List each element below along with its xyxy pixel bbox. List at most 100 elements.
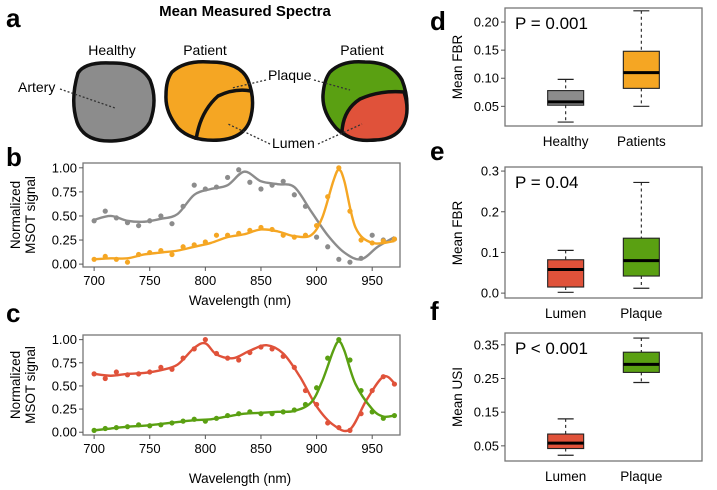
data-point-lumen xyxy=(380,374,386,380)
y-tick-label: 1.00 xyxy=(52,160,77,175)
data-point-plaque xyxy=(347,357,353,363)
p-value-label: P = 0.001 xyxy=(515,14,588,33)
data-point-lumen xyxy=(91,371,97,377)
plot-frame xyxy=(504,7,703,127)
data-point-lumen xyxy=(113,369,119,375)
spectra-chart-lumen-vs-plaque: 700 750 800 850 900 950 0.00 0.25 0.50 0.75 1.00 Wa… xyxy=(8,332,401,486)
data-point-healthy xyxy=(369,232,375,238)
data-point-patient xyxy=(291,234,297,240)
healthy-artery-shape xyxy=(72,61,156,143)
data-point-healthy xyxy=(202,186,208,192)
data-point-healthy xyxy=(347,259,353,265)
data-point-lumen xyxy=(369,387,375,394)
data-point-plaque xyxy=(224,412,231,419)
data-point-healthy xyxy=(136,222,142,229)
data-point-patient xyxy=(191,242,197,248)
x-tick-label: 700 xyxy=(83,273,105,288)
data-point-lumen xyxy=(291,364,297,371)
data-point-plaque xyxy=(158,422,164,428)
data-point-lumen xyxy=(124,372,131,378)
category-label-lumen: Lumen xyxy=(545,469,586,484)
data-point-plaque xyxy=(369,409,375,415)
y-tick-label: 0.35 xyxy=(474,337,499,352)
data-point-lumen xyxy=(213,350,220,357)
data-point-lumen xyxy=(180,355,186,361)
panel-letter-f: f xyxy=(430,296,439,326)
x-tick-label: 950 xyxy=(361,441,383,456)
data-point-healthy xyxy=(313,234,320,240)
lumen-pointer-right xyxy=(317,123,363,145)
data-point-lumen xyxy=(313,401,320,408)
y-axis-label-line: Normalized xyxy=(8,351,23,419)
data-point-patient xyxy=(136,251,142,258)
y-axis-label: Mean USI xyxy=(450,367,465,427)
data-point-lumen xyxy=(202,337,208,343)
artery-label: Artery xyxy=(18,79,55,95)
data-point-patient xyxy=(224,232,231,238)
data-point-patient xyxy=(158,248,164,254)
box-lumen xyxy=(547,433,585,450)
data-point-lumen xyxy=(336,424,342,431)
x-axis-label: Wavelength (nm) xyxy=(189,293,291,308)
data-point-healthy xyxy=(336,256,342,262)
data-point-healthy xyxy=(358,255,364,261)
x-axis-label: Wavelength (nm) xyxy=(189,471,291,486)
data-point-plaque xyxy=(269,411,275,417)
data-point-patient xyxy=(236,230,242,236)
data-point-patient xyxy=(347,208,353,214)
data-point-plaque xyxy=(236,411,242,417)
patient-orange-shape xyxy=(164,59,255,142)
y-axis-label-line: MSOT signal xyxy=(23,176,38,254)
boxplot-fbr-healthy-vs-patients: 0.05 0.10 0.15 0.20 Mean FBR P = 0.001 Healthy… xyxy=(450,7,703,149)
data-point-plaque xyxy=(202,418,208,424)
series-line-healthy xyxy=(93,170,396,261)
data-point-lumen xyxy=(224,355,231,361)
data-point-patient xyxy=(124,259,131,265)
data-point-plaque xyxy=(213,415,220,421)
data-point-plaque xyxy=(136,422,142,428)
data-point-plaque xyxy=(325,355,331,361)
y-tick-label: 0.25 xyxy=(52,402,77,417)
panel-letter-e: e xyxy=(430,136,444,166)
data-point-plaque xyxy=(358,387,364,394)
lumen-region-shape xyxy=(340,89,409,143)
x-tick-label: 950 xyxy=(361,273,383,288)
data-point-plaque xyxy=(258,411,264,417)
y-axis-label-line: Normalized xyxy=(8,181,23,249)
category-label-healthy: Healthy xyxy=(543,134,589,149)
data-point-plaque xyxy=(169,420,175,426)
plot-frame xyxy=(504,166,703,299)
data-point-patient xyxy=(325,194,331,200)
x-tick-label: 800 xyxy=(194,273,216,288)
data-point-healthy xyxy=(91,218,97,224)
data-point-healthy xyxy=(302,203,309,209)
data-point-patient xyxy=(147,249,153,256)
data-point-lumen xyxy=(325,420,331,426)
y-tick-label: 0.25 xyxy=(474,371,499,386)
category-label-plaque: Plaque xyxy=(620,469,662,484)
series-line-patient xyxy=(94,168,395,261)
spectra-chart-healthy-vs-patient: 700 750 800 850 900 950 0.00 0.25 0.50 0.75 1.00 Wa… xyxy=(8,160,401,308)
data-point-plaque xyxy=(302,401,309,408)
x-tick-label: 850 xyxy=(250,441,272,456)
plaque-label: Plaque xyxy=(268,67,312,83)
y-tick-label: 0.75 xyxy=(52,184,77,199)
data-point-plaque xyxy=(91,427,97,433)
data-point-plaque xyxy=(124,424,131,430)
p-value-label: P = 0.04 xyxy=(515,173,579,192)
data-point-patient xyxy=(269,226,275,233)
patient-label-2: Patient xyxy=(340,42,384,58)
y-tick-label: 0.15 xyxy=(474,405,499,420)
data-point-lumen xyxy=(169,366,175,372)
data-point-patient xyxy=(247,227,253,234)
panel-letter-a: a xyxy=(6,3,21,33)
data-point-patient xyxy=(169,251,175,258)
y-tick-label: 0.00 xyxy=(52,425,77,440)
y-axis-label-line: MSOT signal xyxy=(23,346,38,424)
y-tick-label: 0.0 xyxy=(481,286,499,301)
data-point-healthy xyxy=(191,182,197,188)
data-point-plaque xyxy=(380,415,386,421)
plot-frame xyxy=(82,334,401,436)
y-tick-label: 0.10 xyxy=(474,71,499,86)
